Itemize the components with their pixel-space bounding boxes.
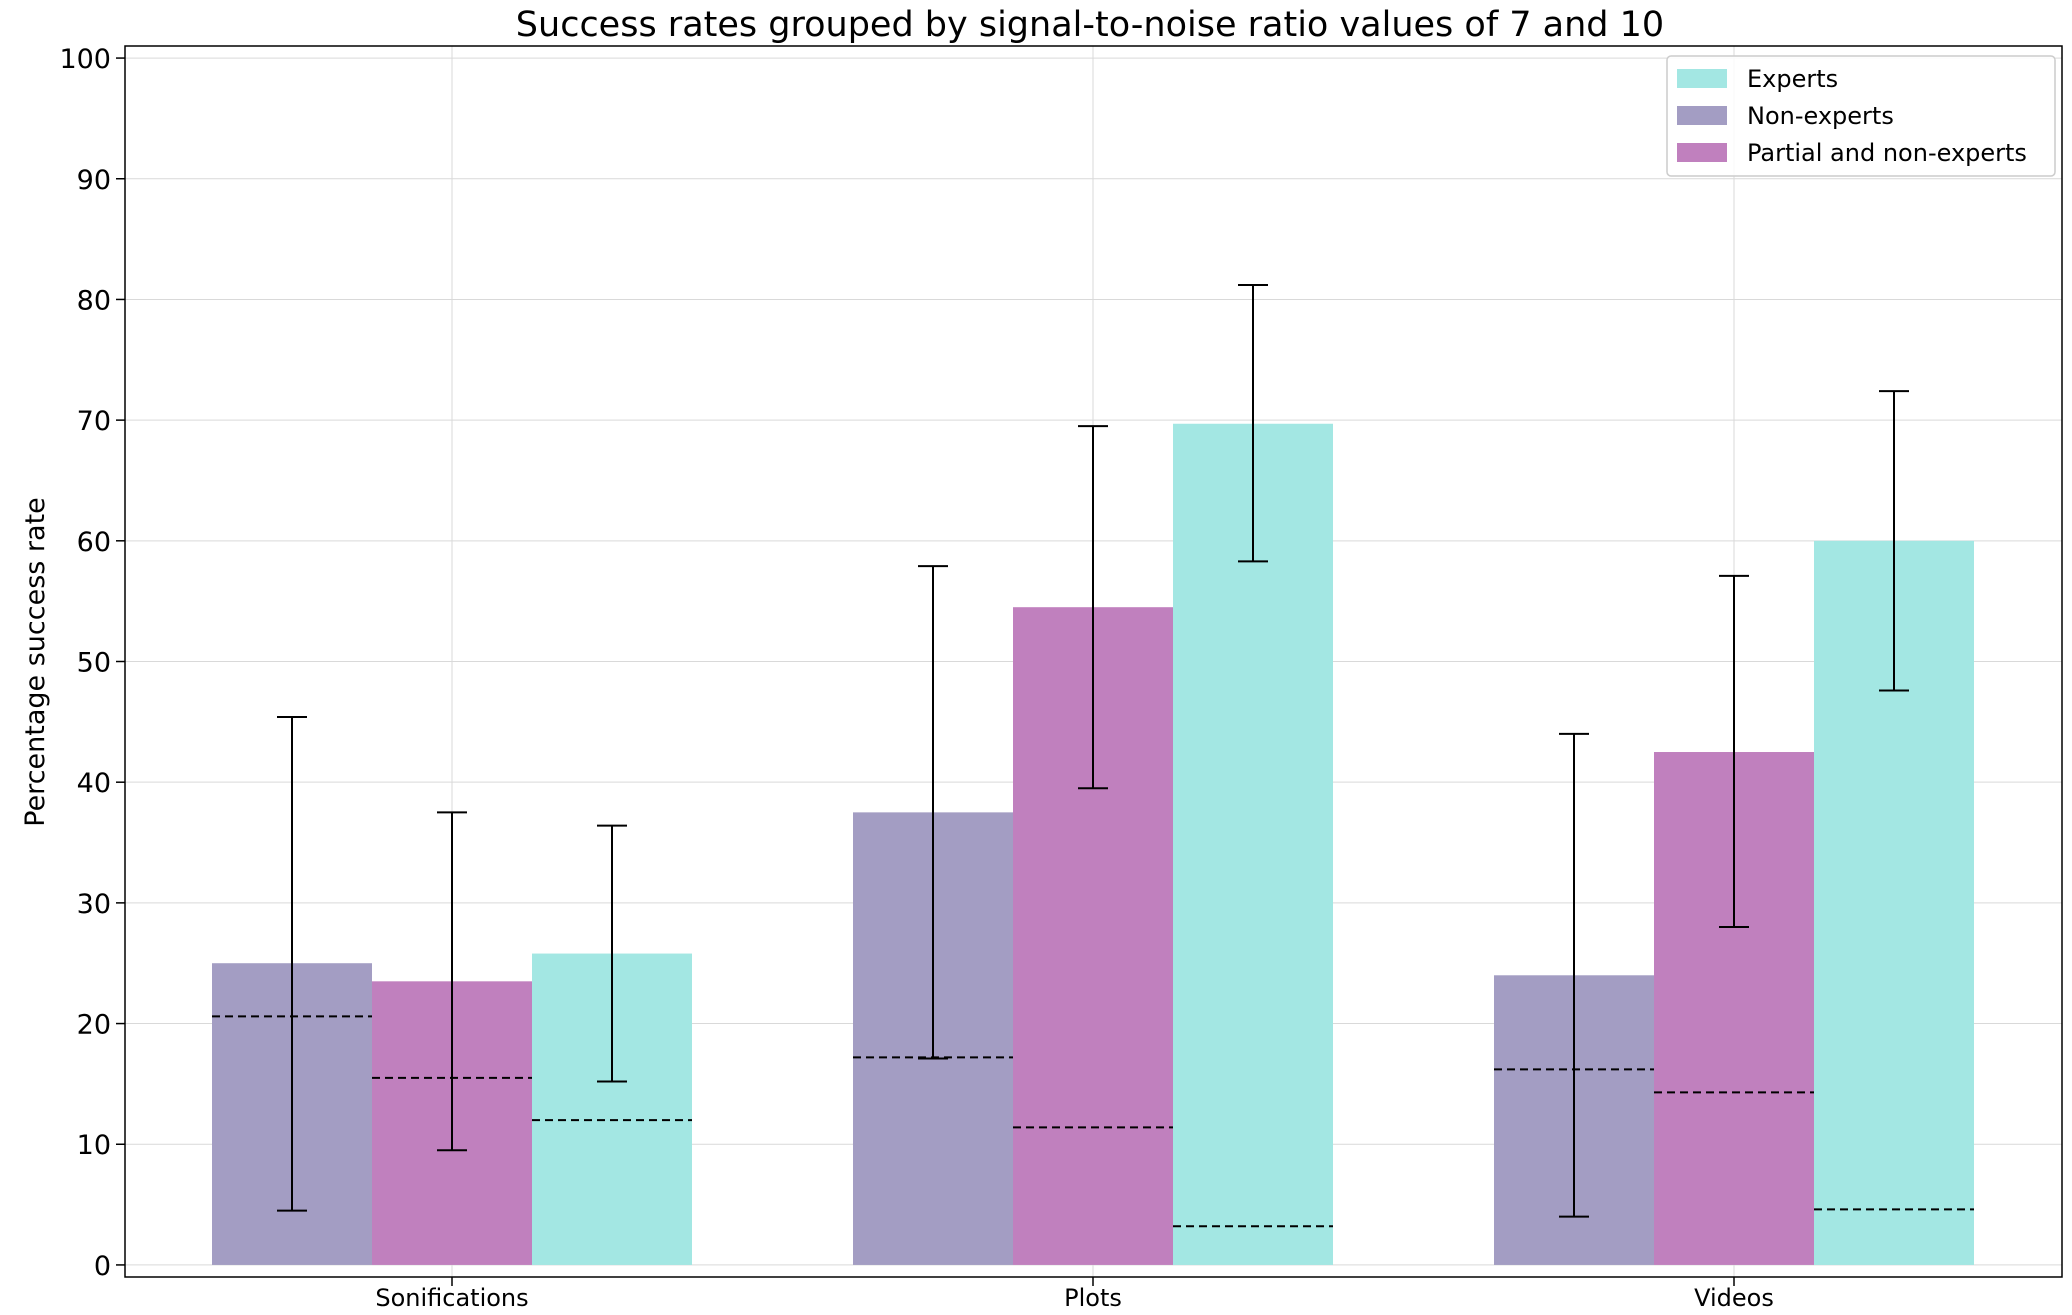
legend-swatch — [1677, 106, 1727, 125]
y-tick-label: 80 — [77, 285, 111, 316]
y-tick-label: 100 — [59, 44, 111, 75]
chart-title: Success rates grouped by signal-to-noise… — [516, 5, 1664, 45]
bar — [1173, 423, 1333, 1265]
y-tick-label: 30 — [77, 889, 111, 920]
x-tick-labels: Sonifications Plots Videos — [375, 1284, 1774, 1312]
y-axis-label: Percentage success rate — [20, 497, 51, 827]
legend-label: Non-experts — [1747, 102, 1894, 130]
legend-label: Experts — [1747, 65, 1838, 93]
legend: Experts Non-experts Partial and non-expert… — [1666, 55, 2056, 177]
legend-box — [1666, 55, 2056, 177]
x-tick-label: Videos — [1694, 1284, 1774, 1311]
y-tick-labels: 0 10 20 30 40 50 60 70 80 90 100 — [59, 44, 111, 1282]
axes — [116, 45, 2063, 1286]
y-tick-label: 70 — [77, 406, 111, 437]
legend-swatch — [1677, 143, 1727, 162]
legend-label: Partial and non-experts — [1747, 139, 2027, 167]
y-tick-label: 50 — [77, 648, 111, 679]
y-tick-label: 90 — [77, 165, 111, 196]
error-bars — [277, 283, 1909, 1218]
y-tick-label: 20 — [77, 1010, 111, 1041]
x-tick-label: Plots — [1064, 1284, 1122, 1311]
y-tick-label: 60 — [77, 527, 111, 558]
x-tick-label: Sonifications — [375, 1284, 528, 1311]
y-tick-label: 40 — [77, 768, 111, 799]
y-tick-label: 0 — [94, 1251, 111, 1282]
y-tick-label: 10 — [77, 1130, 111, 1161]
legend-swatch — [1677, 69, 1727, 88]
